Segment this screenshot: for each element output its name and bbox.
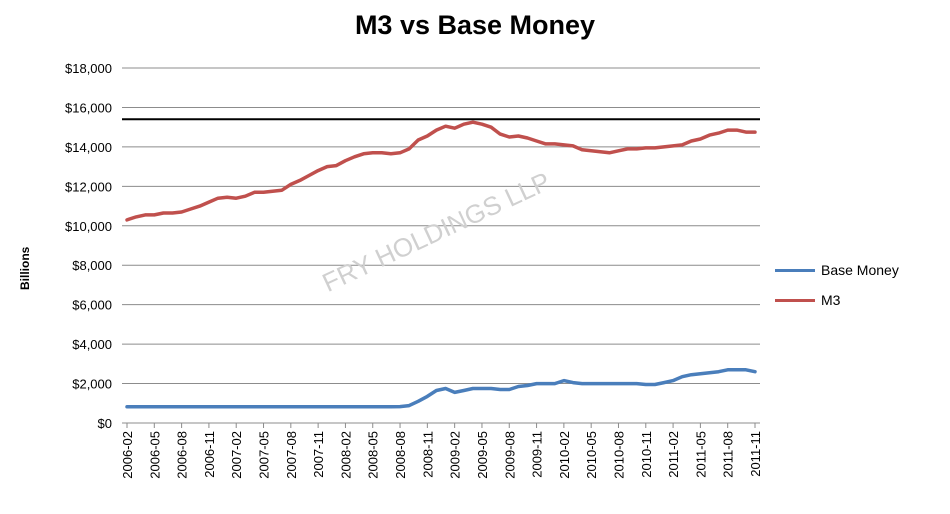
- y-tick-label: $6,000: [72, 298, 112, 313]
- y-tick-label: $18,000: [65, 61, 112, 76]
- y-tick-label: $2,000: [72, 377, 112, 392]
- y-tick-label: $0: [98, 416, 112, 431]
- x-tick-label: 2006-11: [202, 431, 217, 478]
- x-tick-label: 2009-11: [530, 431, 545, 478]
- x-tick-label: 2006-05: [147, 431, 162, 479]
- x-tick-label: 2007-02: [229, 431, 244, 479]
- legend-swatch-m3: [775, 298, 815, 302]
- chart-title: M3 vs Base Money: [354, 10, 596, 40]
- y-tick-label: $12,000: [65, 179, 112, 194]
- x-tick-label: 2007-11: [311, 431, 326, 478]
- y-tick-label: $10,000: [65, 219, 112, 234]
- x-tick-label: 2008-11: [420, 431, 435, 478]
- series-line-base-money: [125, 368, 757, 409]
- x-tick-label: 2009-08: [502, 431, 517, 479]
- x-tick-label: 2008-05: [366, 431, 381, 479]
- x-tick-label: 2009-05: [475, 431, 490, 479]
- x-tick-label: 2010-02: [557, 431, 572, 479]
- x-tick-label: 2010-08: [611, 431, 626, 479]
- legend-label-m3: M3: [821, 292, 841, 308]
- x-tick-label: 2007-08: [284, 431, 299, 479]
- watermark: FRY HOLDINGS LLP: [318, 166, 555, 298]
- x-tick-label: 2006-08: [175, 431, 190, 479]
- legend-label-base-money: Base Money: [821, 262, 899, 278]
- y-tick-label: $4,000: [72, 337, 112, 352]
- x-tick-label: 2006-02: [120, 431, 135, 479]
- legend-item-base-money: Base Money: [775, 255, 899, 285]
- x-tick-label: 2010-11: [639, 431, 654, 478]
- legend: Base Money M3: [775, 255, 899, 315]
- y-tick-label: $8,000: [72, 258, 112, 273]
- x-tick-label: 2009-02: [448, 431, 463, 479]
- x-tick-label: 2010-05: [584, 431, 599, 479]
- x-tick-label: 2007-05: [257, 431, 272, 479]
- x-tick-label: 2008-02: [338, 431, 353, 479]
- legend-swatch-base-money: [775, 268, 815, 272]
- x-tick-label: 2011-11: [748, 431, 763, 477]
- y-tick-label: $14,000: [65, 140, 112, 155]
- x-tick-label: 2011-05: [693, 431, 708, 478]
- x-tick-label: 2011-02: [666, 431, 681, 478]
- legend-item-m3: M3: [775, 285, 899, 315]
- series-line-m3: [125, 120, 757, 222]
- y-tick-label: $16,000: [65, 100, 112, 115]
- x-tick-label: 2011-08: [721, 431, 736, 478]
- x-tick-label: 2008-08: [393, 431, 408, 479]
